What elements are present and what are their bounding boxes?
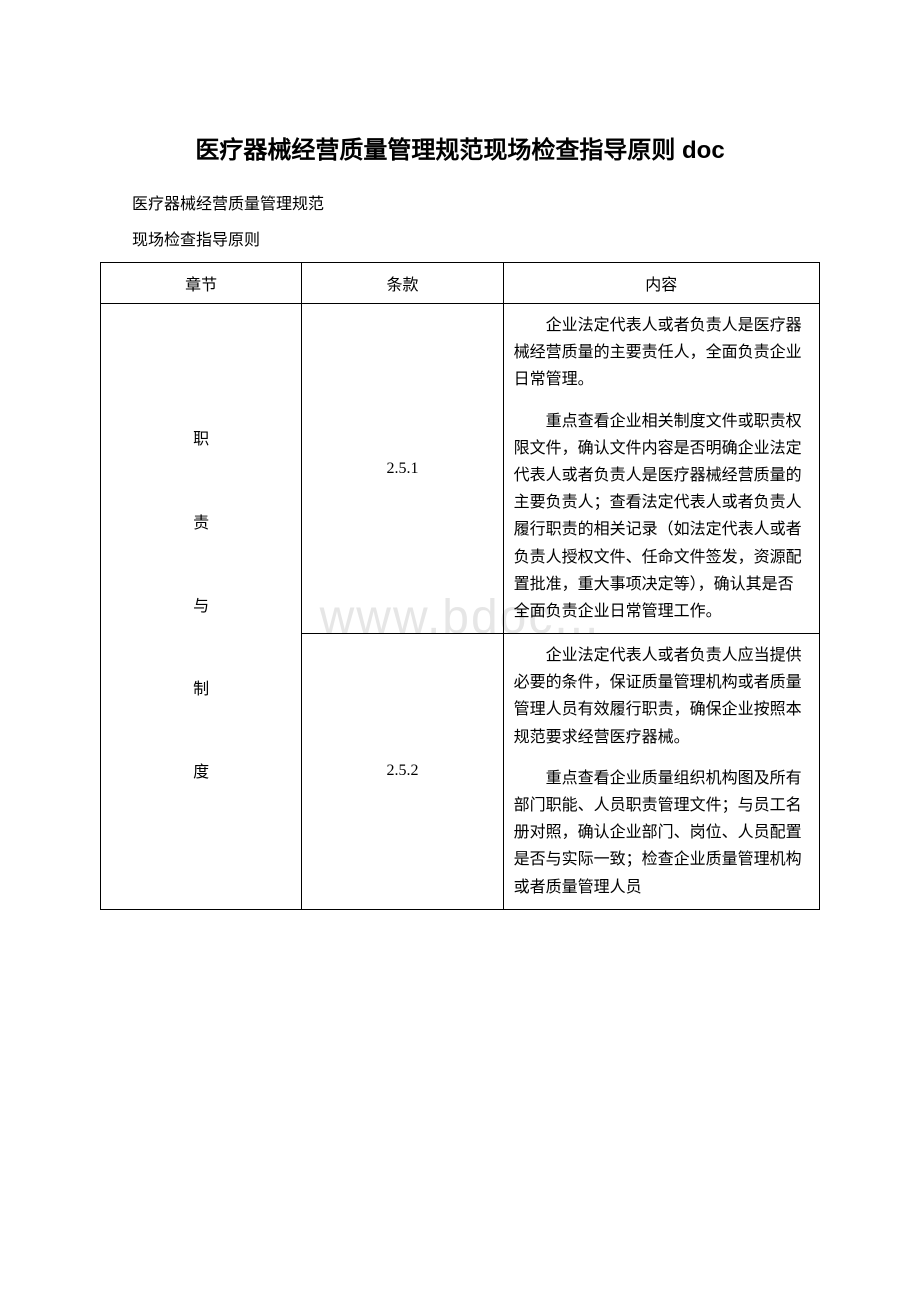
subtitle-line-2: 现场检查指导原则 (100, 226, 820, 250)
table-row: 职 责 与 制 度 2.5.1 企业法定代表人或者负责人是医疗器械经营质量的主要… (101, 304, 820, 634)
chapter-char-5: 度 (111, 731, 291, 814)
chapter-char-3: 与 (111, 565, 291, 648)
clause-cell: 2.5.2 (302, 634, 503, 910)
chapter-char-1: 职 (111, 398, 291, 481)
content-paragraph: 重点查看企业相关制度文件或职责权限文件，确认文件内容是否明确企业法定代表人或者负… (514, 408, 809, 626)
document-title: 医疗器械经营质量管理规范现场检查指导原则 doc (100, 130, 820, 165)
chapter-cell: 职 责 与 制 度 (101, 304, 302, 910)
inspection-table: 章节 条款 内容 职 责 与 制 度 2.5.1 企业法定代表人或者负责人是医疗… (100, 262, 820, 910)
content-paragraph: 重点查看企业质量组织机构图及所有部门职能、人员职责管理文件；与员工名册对照，确认… (514, 765, 809, 901)
content-cell: 企业法定代表人或者负责人应当提供必要的条件，保证质量管理机构或者质量管理人员有效… (503, 634, 819, 910)
content-paragraph: 企业法定代表人或者负责人是医疗器械经营质量的主要责任人，全面负责企业日常管理。 (514, 312, 809, 394)
header-chapter: 章节 (101, 263, 302, 304)
content-cell: 企业法定代表人或者负责人是医疗器械经营质量的主要责任人，全面负责企业日常管理。 … (503, 304, 819, 634)
table-header-row: 章节 条款 内容 (101, 263, 820, 304)
clause-cell: 2.5.1 (302, 304, 503, 634)
chapter-char-2: 责 (111, 482, 291, 565)
content-paragraph: 企业法定代表人或者负责人应当提供必要的条件，保证质量管理机构或者质量管理人员有效… (514, 642, 809, 751)
header-content: 内容 (503, 263, 819, 304)
header-clause: 条款 (302, 263, 503, 304)
chapter-char-4: 制 (111, 648, 291, 731)
page-content: 医疗器械经营质量管理规范现场检查指导原则 doc 医疗器械经营质量管理规范 现场… (100, 130, 820, 910)
subtitle-line-1: 医疗器械经营质量管理规范 (100, 190, 820, 214)
